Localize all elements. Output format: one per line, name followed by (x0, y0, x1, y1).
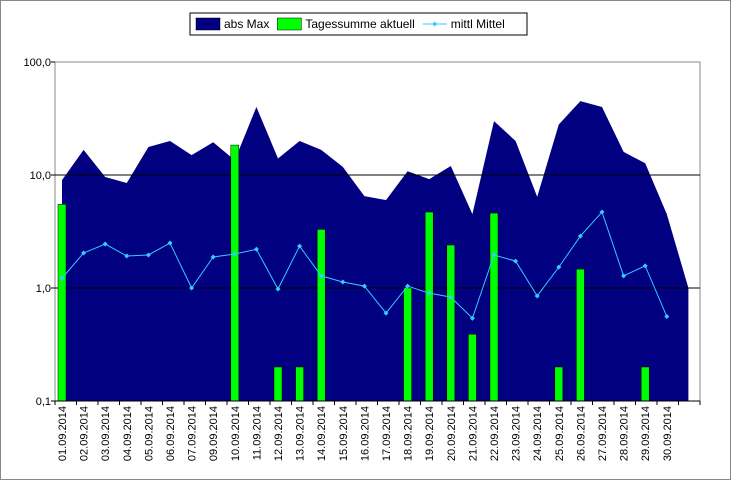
x-tick-label: 19.09.2014 (424, 406, 436, 461)
x-tick-label: 12.09.2014 (273, 406, 285, 461)
x-tick-label: 11.09.2014 (251, 406, 263, 460)
bar (489, 212, 499, 402)
y-tick-label: 100,0 (23, 57, 51, 69)
x-tick-label: 02.09.2014 (79, 406, 91, 461)
legend-box (189, 12, 528, 36)
marker (577, 233, 583, 239)
marker (383, 310, 389, 316)
x-tick-label: 26.09.2014 (575, 406, 587, 461)
y-tick-label: 10,0 (30, 170, 51, 182)
legend-swatch (277, 17, 302, 31)
marker (642, 263, 648, 269)
marker (491, 252, 497, 258)
marker (448, 294, 454, 300)
x-tick-label: 24.09.2014 (532, 406, 544, 461)
bar (468, 333, 477, 402)
marker (210, 254, 216, 260)
x-tick-label: 01.09.2014 (57, 406, 69, 461)
marker (102, 241, 108, 247)
marker (59, 275, 65, 281)
x-tick-label: 07.09.2014 (187, 406, 199, 461)
y-tick-label: 0,1 (36, 396, 51, 408)
marker (534, 293, 540, 299)
x-tick-label: 14.09.2014 (316, 406, 328, 461)
marker (232, 251, 238, 257)
x-tick-label: 23.09.2014 (511, 406, 523, 461)
bar (230, 144, 240, 402)
marker (426, 290, 432, 296)
bar (316, 229, 326, 402)
x-tick-label: 16.09.2014 (359, 406, 371, 461)
marker (513, 258, 519, 264)
x-tick-label: 04.09.2014 (122, 406, 134, 461)
x-tick-label: 05.09.2014 (143, 406, 155, 461)
marker (81, 250, 87, 256)
legend-label: Tagessumme aktuell (305, 17, 414, 31)
x-tick-label: 25.09.2014 (554, 406, 566, 461)
bar (403, 287, 412, 402)
marker (189, 285, 195, 291)
marker (145, 252, 151, 258)
bar (446, 244, 456, 402)
x-tick-label: 20.09.2014 (446, 406, 458, 461)
x-tick-label: 30.09.2014 (662, 406, 674, 461)
x-tick-label: 22.09.2014 (489, 406, 501, 461)
marker (340, 279, 346, 285)
marker (599, 209, 605, 215)
marker (167, 240, 173, 246)
x-tick-label: 03.09.2014 (100, 406, 112, 461)
x-tick-label: 21.09.2014 (467, 406, 479, 461)
bar (554, 366, 564, 402)
x-tick-label: 27.09.2014 (597, 406, 609, 461)
marker (297, 243, 303, 249)
bar (295, 366, 304, 402)
area (62, 101, 689, 402)
x-tick-label: 28.09.2014 (619, 406, 631, 461)
marker (469, 315, 475, 321)
x-tick-label: 18.09.2014 (403, 406, 415, 461)
marker (361, 283, 367, 289)
marker (124, 253, 130, 259)
marker (621, 273, 627, 279)
x-tick-label: 06.09.2014 (165, 406, 177, 461)
x-tick-label: 15.09.2014 (338, 406, 350, 461)
legend-swatch (432, 21, 438, 27)
legend: abs Max Tagessumme aktuell mittl Mittel (189, 12, 528, 36)
marker (556, 264, 562, 270)
marker (664, 313, 670, 319)
legend-label: abs Max (224, 17, 269, 31)
x-tick-label: 17.09.2014 (381, 406, 393, 461)
y-tick-label: 1,0 (36, 283, 51, 295)
bar (576, 268, 585, 402)
x-tick-label: 10.09.2014 (230, 406, 242, 461)
bar (424, 211, 434, 402)
legend-swatch (195, 17, 221, 31)
x-tick-label: 09.09.2014 (208, 406, 220, 461)
marker (405, 283, 411, 289)
x-tick-label: 13.09.2014 (295, 406, 307, 461)
x-tick-label: 29.09.2014 (640, 406, 652, 461)
legend-label: mittl Mittel (451, 17, 505, 31)
marker (253, 246, 259, 252)
bar (640, 366, 650, 402)
bar (273, 366, 283, 402)
marker (318, 273, 324, 279)
marker (275, 286, 281, 292)
bar (57, 204, 67, 402)
